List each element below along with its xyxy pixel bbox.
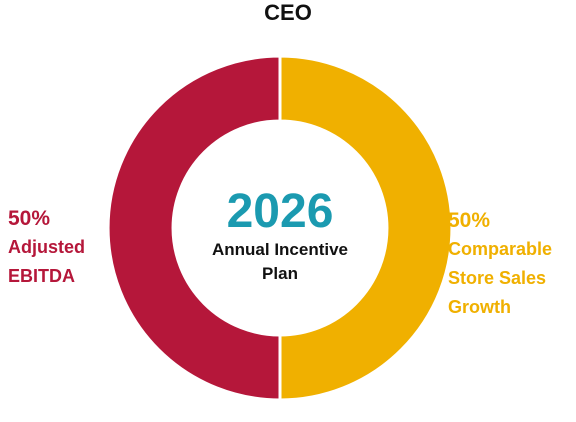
slice-label: 50% Comparable Store Sales Growth [448,206,573,322]
center-label: 2026 Annual Incentive Plan [180,186,380,286]
value-label: 50% [8,207,51,230]
value-label: 50% [448,209,491,232]
donut-slice [278,54,454,402]
donut-slice [106,54,282,402]
center-subtitle: Annual Incentive Plan [211,240,349,283]
category-label: Adjusted EBITDA [8,237,86,286]
chart-title: CEO [264,0,312,25]
slice-label: 50% Adjusted EBITDA [8,204,118,291]
category-label: Comparable Store Sales Growth [448,239,553,317]
center-title: 2026 [226,185,334,238]
